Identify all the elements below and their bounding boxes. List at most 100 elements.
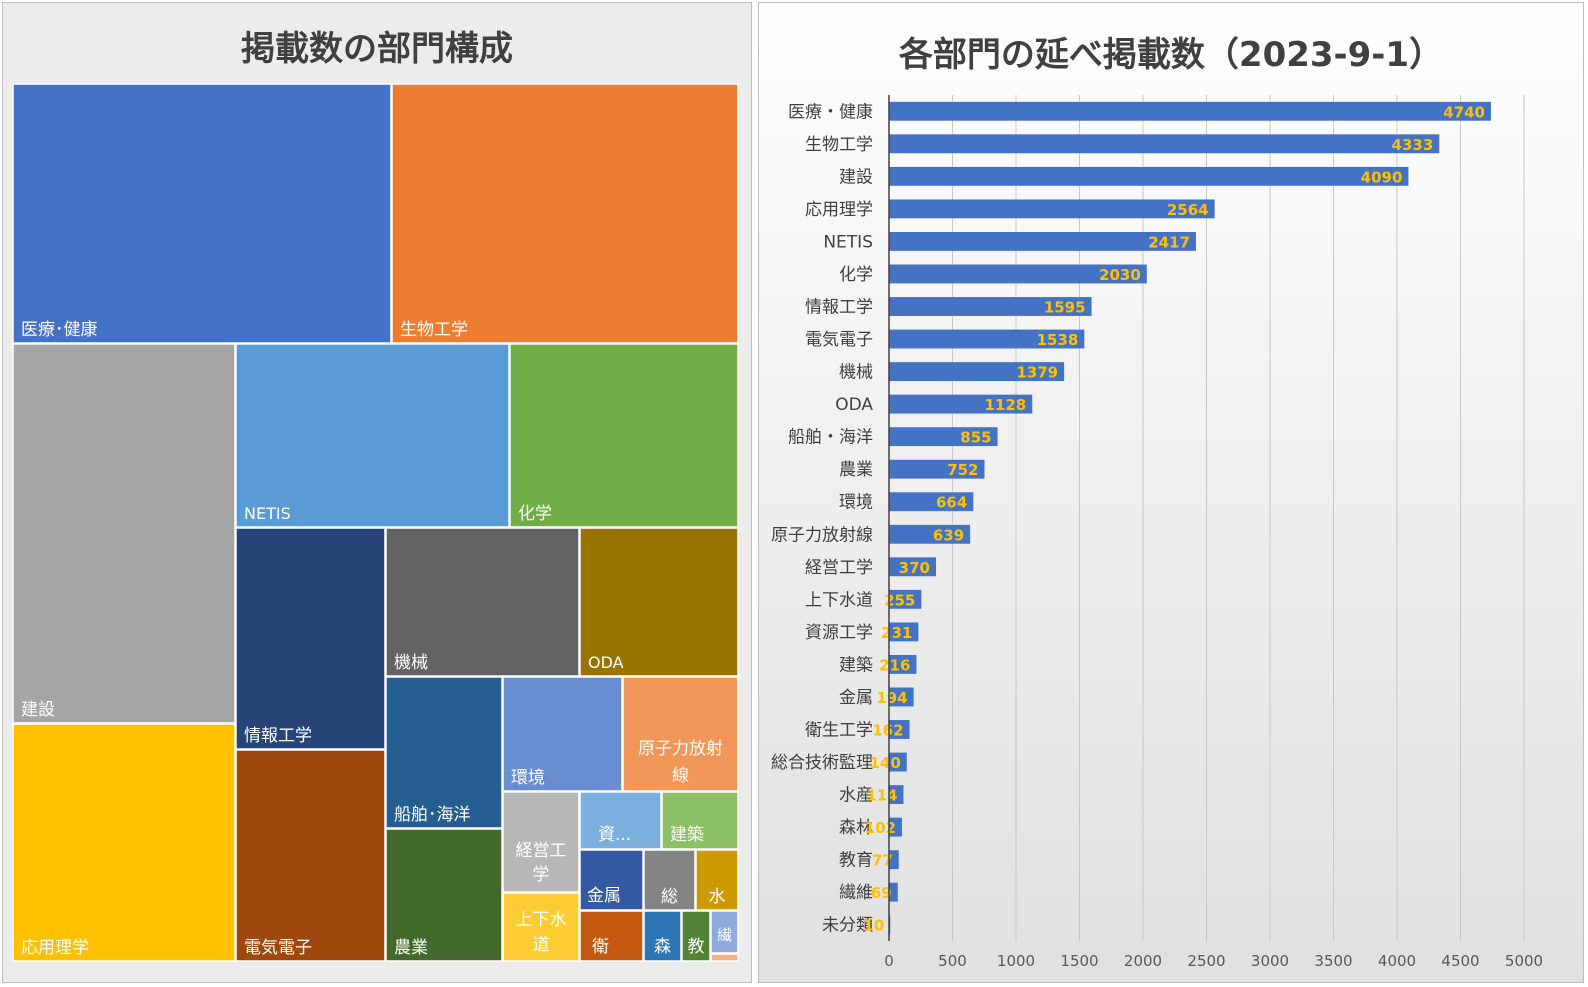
x-tick-label: 5000 <box>1505 952 1543 970</box>
x-tick-label: 3500 <box>1314 952 1352 970</box>
data-label: 370 <box>899 559 930 577</box>
bar-chart-title: 各部門の延べ掲載数（2023-9-1） <box>898 35 1444 75</box>
treemap-tile-label: 建築 <box>670 825 704 845</box>
data-label: 194 <box>876 689 907 707</box>
data-label: 1538 <box>1037 331 1079 349</box>
data-label: 2417 <box>1148 233 1190 251</box>
treemap-tile-jogesui: 上下水道 <box>502 892 580 962</box>
treemap-tile-rect <box>579 527 739 677</box>
bar <box>889 134 1440 154</box>
category-label: 教育 <box>839 851 873 871</box>
treemap-tile-rect <box>643 849 696 911</box>
treemap-tile-rect <box>385 828 503 962</box>
treemap-tile-rect <box>579 791 662 850</box>
treemap-tile-seibutsu: 生物工学 <box>391 83 739 344</box>
data-label: 1595 <box>1044 299 1086 317</box>
treemap-tile-rect <box>502 892 580 962</box>
bar <box>889 720 910 739</box>
treemap-tile-keiei: 経営工学 <box>502 791 580 893</box>
category-label: 機械 <box>839 363 873 383</box>
treemap-tile-label: 電気電子 <box>244 938 312 958</box>
category-label: 総合技術監理 <box>771 753 873 773</box>
data-label: 69 <box>871 884 892 902</box>
bar <box>889 101 1491 121</box>
bar <box>889 882 898 902</box>
bar <box>889 199 1215 219</box>
data-label: 664 <box>936 494 967 512</box>
data-label: 10 <box>863 917 884 935</box>
data-labels: 4740 4333 4090 2564 2417 2030 1595 1538 1379 1128… <box>863 103 1485 934</box>
data-label: 1379 <box>1016 364 1058 382</box>
treemap-tile-kikai: 機械 <box>385 527 580 677</box>
treemap-tile-label: 総 <box>661 887 678 907</box>
treemap-tile-oda: ODA <box>579 527 739 677</box>
treemap-tile-rect <box>391 83 739 344</box>
category-label: 情報工学 <box>805 298 873 318</box>
treemap-tile-rect <box>235 343 510 528</box>
data-label: 162 <box>872 722 903 740</box>
category-label: 未分類 <box>822 916 873 936</box>
bar <box>889 166 1409 186</box>
bar <box>889 785 904 805</box>
category-label: 上下水道 <box>805 590 873 610</box>
x-tick-label: 2500 <box>1187 952 1225 970</box>
treemap-tile-rect <box>502 791 580 893</box>
treemap-tile-label: 化学 <box>518 504 552 524</box>
treemap-tile-rect <box>681 910 711 962</box>
treemap-panel: 掲載数の部門構成 医療･健康 生物工学 建設 応用理学 NETIS 化学 情報工学 電気電子 機… <box>2 2 752 983</box>
data-label: 255 <box>884 591 915 609</box>
category-label: 生物工学 <box>805 135 873 155</box>
data-label: 77 <box>872 852 893 870</box>
bar <box>889 622 919 642</box>
treemap-tile-rect <box>12 83 392 344</box>
data-label: 2030 <box>1099 266 1141 284</box>
treemap-tile-rect <box>12 343 236 724</box>
treemap-tile-kyoiku: 教 <box>681 910 711 962</box>
treemap-tile-rect <box>385 527 580 677</box>
treemap-tile-senpaku: 船舶･海洋 <box>385 676 503 829</box>
treemap-tile-label: 教 <box>688 937 705 957</box>
category-label: 原子力放射線 <box>771 525 873 545</box>
category-label: 環境 <box>839 493 873 513</box>
data-label: 752 <box>947 461 978 479</box>
treemap-tile-rect <box>579 910 644 962</box>
bar <box>889 817 902 837</box>
treemap-tile-rect <box>235 527 386 750</box>
category-label: ODA <box>835 395 873 415</box>
x-gridlines <box>952 95 1525 941</box>
treemap-tile-label: 上下水 <box>516 910 567 930</box>
category-label: 応用理学 <box>805 200 873 220</box>
data-label: 140 <box>869 754 900 772</box>
treemap-tile-label: 原子力放射 <box>638 739 723 759</box>
bar <box>889 427 998 447</box>
bar <box>889 362 1065 382</box>
data-label: 231 <box>881 624 912 642</box>
treemap-tile-label: 線 <box>672 766 689 786</box>
bar <box>889 654 917 674</box>
treemap-tile-label: 学 <box>533 865 550 885</box>
data-label: 4090 <box>1361 168 1403 186</box>
treemap-tile-kagaku: 化学 <box>509 343 739 528</box>
treemap-tile-label: 衛 <box>592 937 609 957</box>
treemap-tile-eisei: 衛 <box>579 910 644 962</box>
bar <box>889 394 1033 414</box>
treemap-tile-label: 応用理学 <box>21 938 89 958</box>
treemap-tile-rect <box>710 953 739 962</box>
treemap-tile-label: 情報工学 <box>244 726 312 746</box>
bar-chart-svg: 0 500 1000 1500 2000 2500 3000 3500 4000 4500 5000… <box>771 95 1543 970</box>
category-label: 森林 <box>839 818 873 838</box>
treemap-tile-label: 森 <box>654 937 671 957</box>
x-tick-label: 1000 <box>997 952 1035 970</box>
bar <box>889 687 914 707</box>
x-tick-label: 500 <box>938 952 967 970</box>
bar <box>889 264 1147 284</box>
treemap-tile-iryo: 医療･健康 <box>12 83 392 344</box>
bar <box>889 297 1092 316</box>
treemap-tile-label: 繊 <box>717 926 732 944</box>
treemap-tile-mibunrui <box>710 953 739 962</box>
treemap-tile-genshi: 原子力放射線 <box>622 676 739 792</box>
treemap-tile-netis: NETIS <box>235 343 510 528</box>
bar <box>889 850 899 870</box>
treemap-tile-label: 建設 <box>21 700 55 720</box>
